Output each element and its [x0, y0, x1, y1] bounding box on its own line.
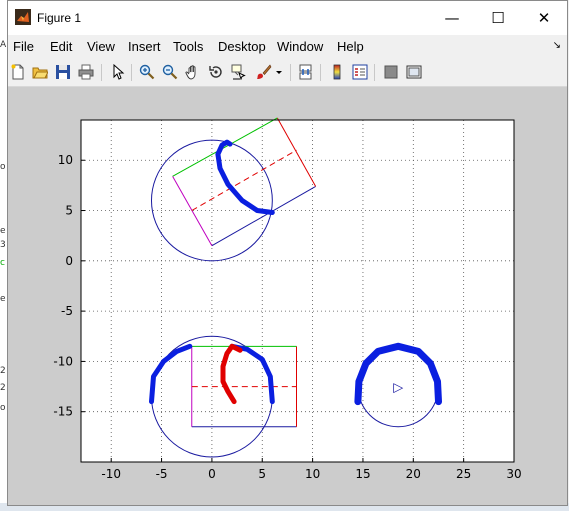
- hide-plot-tools-icon[interactable]: [382, 63, 400, 81]
- menu-desktop[interactable]: Desktop: [218, 39, 266, 54]
- toolbar-separator: [290, 64, 291, 81]
- figure-canvas[interactable]: ▷ -10 -5 0 5 10 15 20 25 30 10 5 0 -5 -10 -15: [8, 87, 567, 505]
- menu-tools[interactable]: Tools: [173, 39, 203, 54]
- y-tick-label: -10: [53, 354, 73, 368]
- matlab-logo-icon: [15, 9, 31, 25]
- axes-background: [81, 120, 514, 462]
- show-plot-tools-icon[interactable]: [405, 63, 423, 81]
- x-tick-label: -10: [101, 467, 121, 481]
- y-tick-label: -15: [53, 405, 73, 419]
- edit-plot-arrow-icon[interactable]: [109, 63, 127, 81]
- zoom-in-icon[interactable]: [138, 63, 156, 81]
- maximize-button[interactable]: ☐: [475, 1, 521, 35]
- menu-insert[interactable]: Insert: [128, 39, 161, 54]
- toolbar-separator: [101, 64, 102, 81]
- y-tick-label: -5: [61, 304, 73, 318]
- rotate-3d-icon[interactable]: [207, 63, 225, 81]
- menu-view[interactable]: View: [87, 39, 115, 54]
- print-icon[interactable]: [77, 63, 95, 81]
- window-title: Figure 1: [37, 11, 81, 25]
- menu-file[interactable]: File: [13, 39, 34, 54]
- title-bar[interactable]: Figure 1 — ☐ ✕: [8, 1, 567, 35]
- new-figure-icon[interactable]: [9, 63, 27, 81]
- menu-help[interactable]: Help: [337, 39, 364, 54]
- data-cursor-icon[interactable]: [230, 63, 248, 81]
- y-tick-label: 10: [58, 153, 73, 167]
- y-tick-label: 5: [65, 204, 73, 218]
- toolbar-separator: [374, 64, 375, 81]
- figure-window: Figure 1 — ☐ ✕ File Edit View Insert Too…: [7, 0, 568, 506]
- figure-toolbar: [8, 58, 567, 87]
- plot-svg[interactable]: ▷ -10 -5 0 5 10 15 20 25 30 10 5 0 -5 -10 -15: [8, 87, 567, 505]
- zoom-out-icon[interactable]: [161, 63, 179, 81]
- minimize-button[interactable]: —: [429, 1, 475, 35]
- x-tick-label: 10: [305, 467, 320, 481]
- x-tick-label: 15: [355, 467, 370, 481]
- link-plot-icon[interactable]: [297, 63, 315, 81]
- toolbar-separator: [131, 64, 132, 81]
- y-tick-label: 0: [65, 254, 73, 268]
- menu-edit[interactable]: Edit: [50, 39, 72, 54]
- x-tick-label: -5: [156, 467, 168, 481]
- x-tick-label: 20: [406, 467, 421, 481]
- brush-dropdown-icon[interactable]: [274, 63, 284, 81]
- menu-bar: File Edit View Insert Tools Desktop Wind…: [8, 35, 567, 57]
- x-tick-label: 25: [456, 467, 471, 481]
- colorbar-icon[interactable]: [328, 63, 346, 81]
- triangle-marker: ▷: [393, 381, 403, 396]
- brush-icon[interactable]: [255, 63, 273, 81]
- legend-icon[interactable]: [351, 63, 369, 81]
- save-icon[interactable]: [54, 63, 72, 81]
- x-tick-label: 30: [506, 467, 521, 481]
- menu-window[interactable]: Window: [277, 39, 323, 54]
- close-button[interactable]: ✕: [521, 1, 567, 35]
- x-tick-label: 0: [208, 467, 216, 481]
- pan-hand-icon[interactable]: [184, 63, 202, 81]
- menu-dock-arrow-icon[interactable]: ↘: [553, 40, 561, 51]
- toolbar-separator: [320, 64, 321, 81]
- open-file-icon[interactable]: [31, 63, 49, 81]
- x-tick-label: 5: [258, 467, 266, 481]
